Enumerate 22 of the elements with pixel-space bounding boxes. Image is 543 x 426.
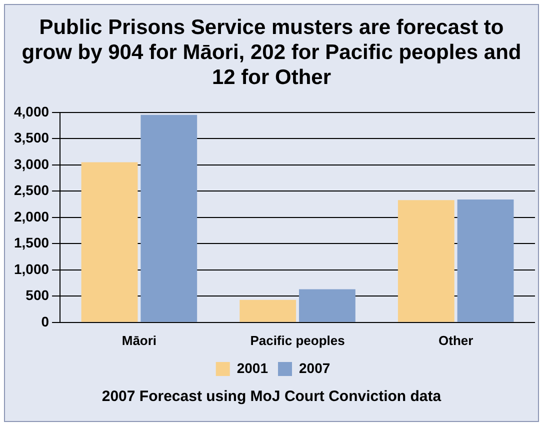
y-tick-label: 4,000 <box>14 103 50 120</box>
bar <box>398 200 454 322</box>
y-tick-label: 1,500 <box>14 234 50 251</box>
legend-label: 2001 <box>236 360 268 376</box>
x-tick-label: Other <box>438 332 474 348</box>
bar <box>140 114 198 322</box>
chart-title: Public Prisons Service musters are forecast to grow by 904 for Māori, 202 for Pacific peoples and 12 for Other <box>20 15 522 90</box>
y-tick-label: 500 <box>26 287 50 304</box>
bar <box>81 162 138 322</box>
y-tick-label: 3,000 <box>14 156 50 172</box>
y-tick-label: 1,000 <box>14 260 50 277</box>
text: 2007 Forecast using MoJ Court Conviction data <box>100 388 442 405</box>
bar <box>457 199 514 322</box>
x-tick-label: Māori <box>122 332 157 348</box>
y-tick-label: 0 <box>41 313 50 330</box>
bar <box>299 289 356 322</box>
y-tick-label: 2,000 <box>14 208 50 224</box>
x-tick-label: Pacific peoples <box>250 332 345 348</box>
y-tick-label: 3,500 <box>14 130 50 146</box>
bar <box>240 300 296 322</box>
legend-label: 2007 <box>299 360 330 376</box>
y-tick-label: 2,500 <box>14 182 50 198</box>
